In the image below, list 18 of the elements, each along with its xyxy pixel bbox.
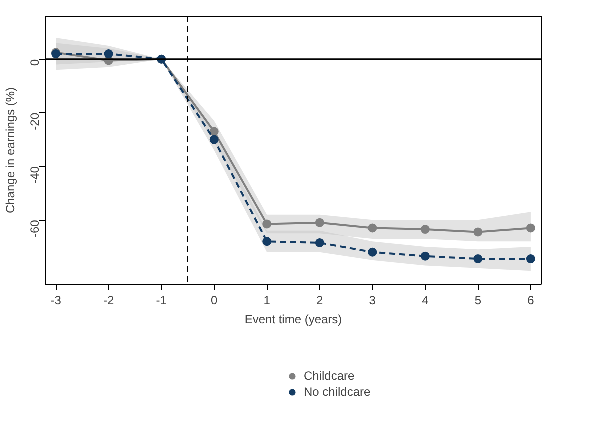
x-tick-label: -1 [156,294,168,308]
y-tick-label: -40 [28,166,42,184]
legend-label: Childcare [304,369,355,383]
x-tick-label: 6 [528,294,535,308]
y-tick-label: -20 [28,112,42,130]
x-tick-label: 1 [264,294,271,308]
x-tick-label: 0 [211,294,218,308]
x-tick-label: 2 [316,294,324,308]
x-tick-label: -3 [50,294,62,308]
x-tick-label: 4 [422,294,430,308]
x-tick-label: -2 [103,294,114,308]
x-tick-label: 5 [474,294,482,308]
x-axis-title: Event time (years) [244,312,342,326]
y-axis-title: Change in earnings (%) [4,87,18,214]
x-tick-label: 3 [369,294,376,308]
legend-label: No childcare [304,385,371,399]
y-tick-label: 0 [28,59,42,66]
y-tick-label: -60 [28,220,42,238]
